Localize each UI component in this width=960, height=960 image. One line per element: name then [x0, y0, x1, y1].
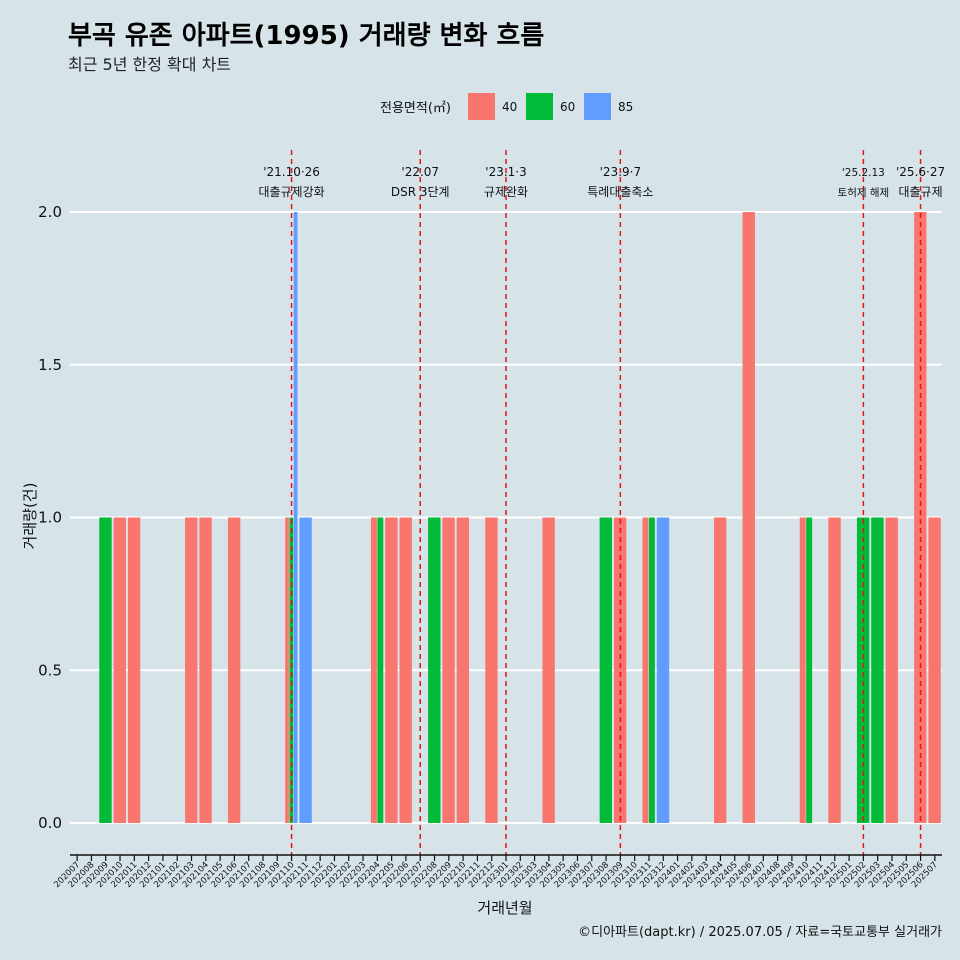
bar-202304-40	[542, 517, 555, 823]
y-gridlines	[70, 211, 942, 824]
bar-202312-85	[656, 517, 670, 823]
event-label-3: 특례대출축소	[587, 185, 653, 199]
event-date-4: '25.2.13	[842, 167, 885, 179]
bar-202410-40	[799, 517, 806, 823]
y-tick-label: 0.5	[38, 661, 62, 679]
bar-202507-40	[928, 517, 941, 823]
chart-title: 부곡 유존 아파트(1995) 거래량 변화 흐름	[68, 21, 544, 51]
legend-swatch-85	[584, 93, 611, 120]
bar-202503-60	[871, 517, 884, 823]
bar-202406-40	[742, 212, 755, 823]
legend-label-60: 60	[560, 100, 575, 114]
bar-202206-40	[399, 517, 412, 823]
legend-swatch-60	[526, 93, 553, 120]
legend-title: 전용면적(㎡)	[380, 101, 451, 116]
bar-202311-40	[642, 517, 649, 823]
bar-202110-60	[289, 517, 294, 823]
bar-202311-60	[648, 517, 655, 823]
bar-202104-40	[199, 517, 212, 823]
event-lines	[290, 150, 922, 855]
bar-202309-40	[613, 517, 627, 823]
bar-202110-85	[293, 212, 298, 823]
bar-202204-60	[377, 517, 384, 823]
x-axis-title: 거래년월	[477, 899, 532, 917]
legend-label-85: 85	[618, 100, 633, 114]
bar-202502-60	[856, 517, 870, 823]
bar-202011-40	[127, 517, 141, 823]
event-label-0: 대출규제강화	[258, 185, 324, 199]
bars	[99, 212, 941, 823]
legend: 전용면적(㎡) 40 60 85	[380, 93, 633, 120]
legend-swatch-40	[468, 93, 495, 120]
bar-202103-40	[185, 517, 198, 823]
bar-202111-85	[299, 517, 312, 823]
bar-202210-40	[456, 517, 470, 823]
event-label-5: 대출규제	[898, 185, 942, 199]
bar-202106-40	[227, 517, 241, 823]
event-label-4: 토허제 해제	[838, 186, 890, 199]
y-tick-label: 1.5	[38, 356, 62, 374]
bar-202504-40	[885, 517, 898, 823]
x-axis: 2020072020082020092020102020112020122021…	[52, 854, 942, 890]
event-label-1: DSR 3단계	[391, 185, 450, 199]
chart-caption: ©디아파트(dapt.kr) / 2025.07.05 / 자료=국토교통부 실…	[578, 925, 942, 940]
event-date-0: '21.10·26	[263, 165, 320, 179]
y-axis: 0.0 0.5 1.0 1.5 2.0	[38, 203, 62, 832]
bar-202110-40	[285, 517, 289, 823]
y-tick-label: 0.0	[38, 814, 62, 832]
event-date-2: '23.1·3	[485, 165, 526, 179]
bar-202009-60	[99, 517, 112, 823]
event-date-3: '23.9·7	[600, 165, 641, 179]
y-axis-title: 거래량(건)	[21, 483, 39, 550]
bar-202010-40	[113, 517, 126, 823]
bar-202205-40	[385, 517, 398, 823]
event-date-1: '22.07	[401, 165, 439, 179]
event-label-2: 규제완화	[484, 185, 528, 199]
bar-202308-60	[599, 517, 612, 823]
event-date-5: '25.6·27	[896, 165, 945, 179]
y-tick-label: 2.0	[38, 203, 62, 221]
bar-202212-40	[485, 517, 498, 823]
bar-202506-40	[914, 212, 927, 823]
bar-202404-40	[713, 517, 727, 823]
bar-202208-60	[428, 517, 441, 823]
bar-202204-40	[370, 517, 377, 823]
event-annotations: '21.10·26 대출규제강화 '22.07 DSR 3단계 '23.1·3 규제완화 '…	[258, 165, 945, 199]
chart-subtitle: 최근 5년 한정 확대 차트	[68, 55, 231, 74]
bar-202209-40	[442, 517, 455, 823]
bar-202412-40	[828, 517, 841, 823]
legend-label-40: 40	[502, 100, 517, 114]
y-tick-label: 1.0	[38, 509, 62, 527]
bar-202410-60	[806, 517, 813, 823]
